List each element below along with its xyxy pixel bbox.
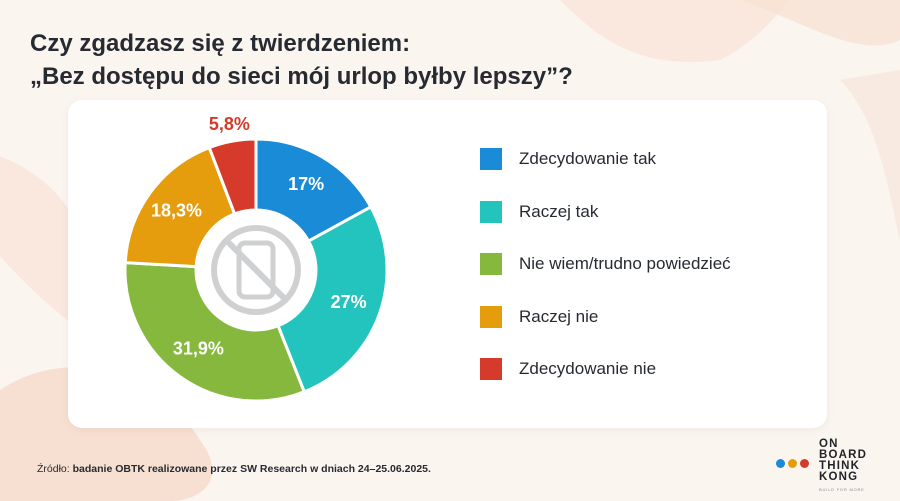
brand-dot-3 xyxy=(800,458,809,468)
legend-swatch xyxy=(480,253,502,275)
legend-item-2: Raczej tak xyxy=(480,199,731,225)
donut-chart: 17% 27% 31,9% 18,3% 5,8% xyxy=(123,114,389,403)
chart-legend: Zdecydowanie tak Raczej tak Nie wiem/trudn… xyxy=(480,146,731,409)
brand-tagline: BUILD FOR MORE xyxy=(819,487,865,492)
source-note: Źródło: badanie OBTK realizowane przez S… xyxy=(37,463,431,475)
brand-dot-2 xyxy=(788,458,797,468)
legend-swatch xyxy=(480,358,502,380)
brand-line-4: KONG xyxy=(819,471,859,483)
title-line-2: „Bez dostępu do sieci mój urlop byłby le… xyxy=(30,63,573,90)
source-text: badanie OBTK realizowane przez SW Resear… xyxy=(72,463,431,475)
brand-logo: ON BOARD THINK KONG BUILD FOR MORE xyxy=(776,438,868,495)
brand-line-3: THINK xyxy=(819,460,861,472)
legend-swatch xyxy=(480,305,502,328)
legend-label: Zdecydowanie nie xyxy=(519,359,657,378)
legend-item-3: Nie wiem/trudno powiedzieć xyxy=(480,251,731,277)
donut-slice-5 xyxy=(207,137,258,216)
source-prefix: Źródło: xyxy=(37,463,70,475)
donut-slice-3 xyxy=(123,261,307,403)
legend-item-1: Zdecydowanie tak xyxy=(480,146,731,172)
legend-label: Raczej tak xyxy=(519,201,599,221)
legend-label: Zdecydowanie tak xyxy=(519,149,657,168)
donut-slice-4 xyxy=(123,145,237,269)
legend-item-4: Raczej nie xyxy=(480,304,731,330)
slice-value-label-2: 27% xyxy=(331,292,367,312)
slice-value-label-4: 18,3% xyxy=(151,201,202,221)
donut-slice-1 xyxy=(254,137,373,244)
legend-label: Nie wiem/trudno powiedzieć xyxy=(519,254,731,273)
slice-value-label-5: 5,8% xyxy=(209,114,250,134)
legend-item-5: Zdecydowanie nie xyxy=(480,356,731,382)
slice-value-label-3: 31,9% xyxy=(173,339,224,359)
legend-label: Raczej nie xyxy=(519,306,599,326)
legend-swatch xyxy=(480,148,502,170)
brand-line-1: ON xyxy=(819,438,839,450)
no-phone-icon xyxy=(211,225,301,315)
brand-line-2: BOARD xyxy=(819,449,868,461)
legend-swatch xyxy=(480,200,502,223)
brand-dots xyxy=(776,458,809,468)
slice-value-label-1: 17% xyxy=(288,174,324,194)
brand-dot-1 xyxy=(776,458,785,468)
chart-title: Czy zgadzasz się z twierdzeniem: „Bez do… xyxy=(30,27,573,93)
donut-slice-2 xyxy=(276,204,389,394)
title-line-1: Czy zgadzasz się z twierdzeniem: xyxy=(30,30,411,57)
chart-card: 17% 27% 31,9% 18,3% 5,8% Zdecydowanie tak Rac… xyxy=(68,100,827,428)
